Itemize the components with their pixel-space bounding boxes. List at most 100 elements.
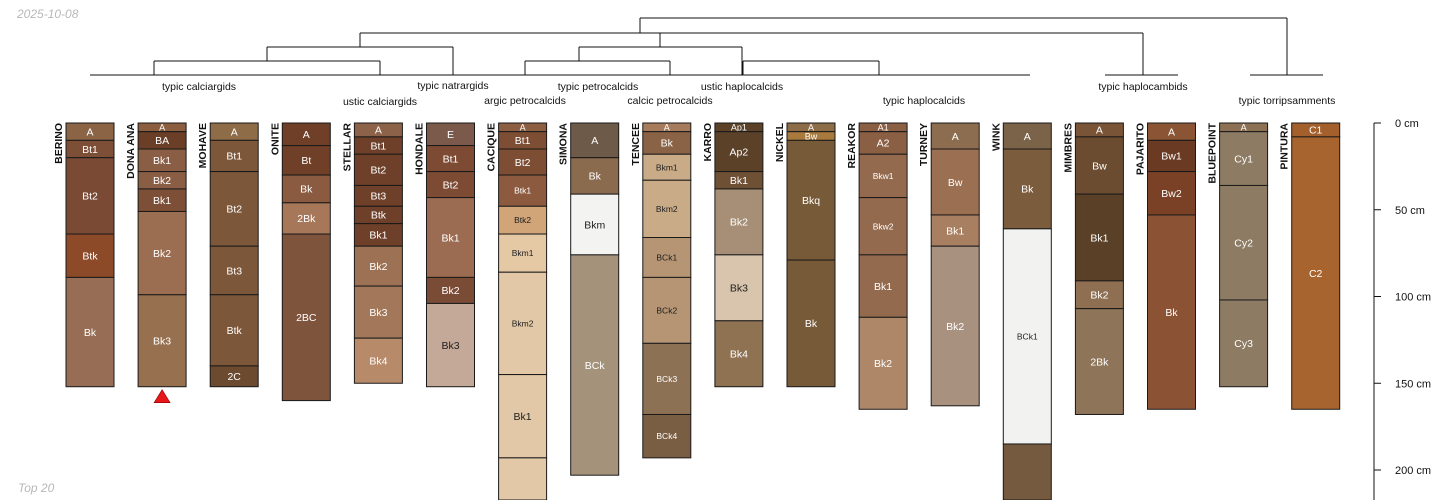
group-label: typic natrargids: [417, 80, 488, 92]
horizon-label: Cy1: [1234, 153, 1253, 165]
horizon-label: Bt1: [226, 151, 242, 163]
depth-tick-label: 150 cm: [1395, 378, 1431, 390]
horizon: [426, 145, 475, 173]
horizon: [1074, 308, 1124, 415]
profile-name: TURNEY: [918, 123, 930, 166]
horizon: [1291, 136, 1341, 410]
horizon-label: Bk3: [153, 336, 171, 348]
horizon-label: Btk: [82, 251, 98, 263]
horizon-label: Bk: [589, 171, 602, 183]
horizon: [1074, 280, 1124, 310]
horizon: [353, 153, 403, 186]
horizon-label: Bt1: [371, 140, 387, 152]
horizon-label: A: [520, 123, 526, 133]
horizon-label: Bk2: [874, 358, 892, 370]
horizon-label: A: [808, 123, 814, 133]
horizon-label: A: [1024, 131, 1031, 143]
horizon: [281, 174, 331, 204]
flag-marker: [153, 389, 171, 404]
horizon-label: Bw: [805, 131, 818, 141]
horizon-label: Bk: [1021, 184, 1034, 196]
profile-name: SIMONA: [558, 123, 570, 165]
horizon-label: Bk: [300, 184, 313, 196]
horizon-label: Bk4: [369, 355, 387, 367]
profile-name: DONA ANA: [125, 123, 137, 179]
horizon-label: 2Bk: [297, 213, 316, 225]
horizon-label: A: [591, 135, 598, 147]
horizon: [642, 179, 692, 239]
horizon-label: Btk1: [514, 186, 531, 196]
horizon: [1002, 443, 1052, 500]
depth-tick-label: 100 cm: [1395, 292, 1431, 304]
group-label: typic petrocalcids: [558, 81, 639, 93]
profile-name: MIMBRES: [1062, 123, 1074, 173]
profile-name: CACIQUE: [486, 123, 498, 171]
horizon-label: Bt1: [443, 153, 459, 165]
horizon: [714, 320, 764, 388]
horizon: [858, 254, 908, 318]
horizon-label: Bk1: [946, 225, 964, 237]
horizon-label: Bk1: [441, 232, 459, 244]
horizon-label: Bk4: [730, 349, 748, 361]
group-label: calcic petrocalcids: [627, 95, 712, 107]
date-label: 2025-10-08: [17, 7, 79, 21]
horizon-label: A: [664, 123, 670, 133]
horizon: [1147, 139, 1196, 173]
group-label: typic calciargids: [162, 81, 236, 93]
horizon-label: Bk1: [514, 411, 532, 423]
horizon: [1219, 299, 1269, 388]
caption-label: Top 20: [18, 481, 55, 495]
horizon-label: BCk3: [656, 374, 677, 384]
horizon-label: Bt1: [515, 135, 531, 147]
horizon-label: A: [1096, 125, 1103, 137]
group-label: ustic calciargids: [343, 96, 417, 108]
horizon-label: Bk3: [730, 283, 748, 295]
horizon-label: Bkm2: [656, 204, 678, 214]
depth-tick-label: 0 cm: [1395, 118, 1419, 130]
horizon-label: Bkm1: [512, 248, 534, 258]
group-label: typic haplocambids: [1098, 81, 1187, 93]
horizon-label: A1: [878, 123, 889, 133]
horizon-label: C1: [1309, 125, 1323, 137]
horizon: [1002, 148, 1052, 230]
horizon: [281, 202, 331, 235]
profile-name: WINK: [990, 123, 1002, 151]
horizon: [426, 171, 475, 199]
horizon: [786, 259, 836, 388]
horizon-label: Bw: [1092, 160, 1107, 172]
horizon-label: Bk: [84, 327, 97, 339]
horizon-label: Bk2: [369, 261, 387, 273]
horizon-label: BCk1: [1017, 331, 1038, 341]
horizon: [714, 131, 764, 173]
horizon-label: Bk: [661, 138, 674, 150]
profile-name: PAJARITO: [1135, 123, 1147, 175]
horizon-label: BA: [155, 135, 169, 147]
profile-name: NICKEL: [774, 122, 786, 162]
depth-tick-label: 50 cm: [1395, 205, 1425, 217]
horizon-label: Bk: [1165, 307, 1178, 319]
profile-name: BERINO: [53, 123, 65, 164]
horizon: [930, 245, 980, 407]
horizon-label: Bk: [805, 318, 818, 330]
horizon-label: Bk1: [1090, 232, 1108, 244]
horizon: [498, 205, 548, 235]
horizon-label: BCk: [585, 360, 606, 372]
horizon: [498, 271, 548, 376]
horizon-label: A2: [877, 138, 890, 150]
horizon: [714, 188, 764, 256]
horizon: [642, 342, 692, 415]
horizon: [858, 316, 908, 410]
horizon-label: A: [86, 126, 93, 138]
horizon: [930, 122, 980, 150]
horizon-label: Bt2: [515, 157, 531, 169]
horizon-label: BCk1: [656, 253, 677, 263]
horizon-label: Bt: [301, 155, 311, 167]
horizon-label: Bk2: [153, 248, 171, 260]
depth-tick-label: 200 cm: [1395, 465, 1431, 477]
horizon-label: Bt1: [82, 144, 98, 156]
horizon: [137, 294, 187, 388]
horizon-label: A: [1168, 126, 1175, 138]
horizon: [1147, 214, 1196, 410]
horizon-label: Bw1: [1161, 151, 1182, 163]
